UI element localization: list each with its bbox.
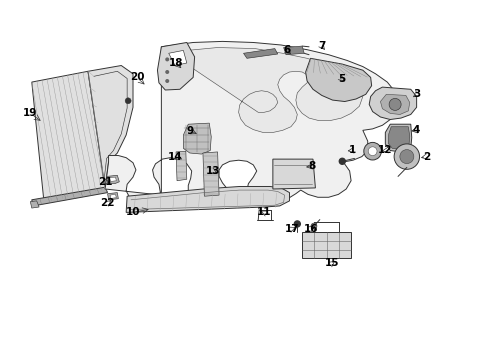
Circle shape bbox=[363, 143, 381, 160]
Polygon shape bbox=[183, 123, 211, 154]
Polygon shape bbox=[88, 66, 133, 189]
Polygon shape bbox=[106, 175, 119, 184]
Text: 9: 9 bbox=[186, 126, 193, 136]
Polygon shape bbox=[110, 194, 116, 198]
Polygon shape bbox=[30, 201, 39, 208]
Text: 21: 21 bbox=[98, 177, 112, 187]
Circle shape bbox=[310, 223, 316, 229]
Text: 19: 19 bbox=[23, 108, 38, 118]
Circle shape bbox=[367, 147, 376, 156]
Polygon shape bbox=[272, 159, 315, 189]
Polygon shape bbox=[243, 49, 277, 58]
Polygon shape bbox=[168, 50, 186, 66]
Polygon shape bbox=[302, 232, 350, 258]
Polygon shape bbox=[157, 42, 194, 90]
Text: 22: 22 bbox=[100, 198, 115, 208]
Circle shape bbox=[339, 158, 345, 164]
Polygon shape bbox=[168, 48, 362, 132]
Polygon shape bbox=[109, 177, 116, 181]
Polygon shape bbox=[380, 94, 409, 114]
Text: 10: 10 bbox=[125, 207, 140, 217]
Text: 7: 7 bbox=[317, 41, 325, 51]
Text: 17: 17 bbox=[285, 224, 299, 234]
Text: 20: 20 bbox=[129, 72, 144, 82]
Polygon shape bbox=[107, 193, 118, 200]
Polygon shape bbox=[385, 124, 411, 152]
Text: 18: 18 bbox=[168, 58, 183, 68]
Polygon shape bbox=[305, 58, 371, 102]
Polygon shape bbox=[368, 87, 416, 120]
Polygon shape bbox=[176, 151, 186, 181]
Text: 6: 6 bbox=[283, 45, 289, 55]
Circle shape bbox=[165, 57, 169, 62]
Text: 15: 15 bbox=[325, 258, 339, 268]
Polygon shape bbox=[203, 152, 219, 196]
Text: 12: 12 bbox=[377, 145, 392, 156]
Circle shape bbox=[125, 98, 131, 104]
Text: 16: 16 bbox=[303, 224, 318, 234]
Polygon shape bbox=[32, 187, 107, 206]
Text: 14: 14 bbox=[167, 152, 182, 162]
Text: 11: 11 bbox=[256, 207, 271, 217]
Polygon shape bbox=[126, 186, 289, 212]
Text: 3: 3 bbox=[412, 89, 419, 99]
Circle shape bbox=[165, 70, 169, 74]
Text: 1: 1 bbox=[348, 145, 355, 156]
Circle shape bbox=[393, 144, 419, 169]
Polygon shape bbox=[283, 46, 304, 55]
Polygon shape bbox=[32, 71, 105, 202]
Circle shape bbox=[165, 79, 169, 83]
Text: 4: 4 bbox=[412, 125, 420, 135]
Text: 8: 8 bbox=[308, 161, 315, 171]
Text: 2: 2 bbox=[422, 152, 429, 162]
Circle shape bbox=[399, 150, 413, 163]
Text: 13: 13 bbox=[205, 166, 220, 176]
Polygon shape bbox=[105, 41, 396, 204]
Text: 5: 5 bbox=[338, 74, 345, 84]
Circle shape bbox=[294, 221, 300, 227]
Polygon shape bbox=[387, 127, 409, 149]
Circle shape bbox=[388, 98, 400, 111]
